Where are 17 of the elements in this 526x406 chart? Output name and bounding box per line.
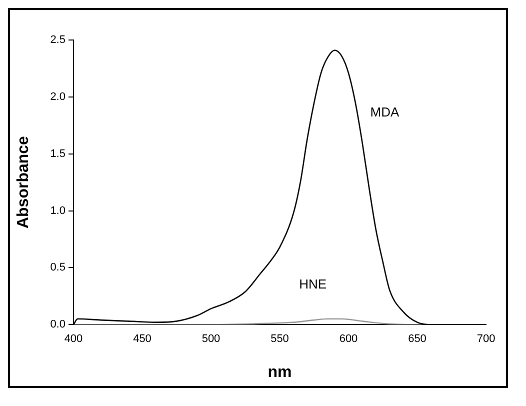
x-tick-label: 500 — [202, 333, 220, 346]
y-axis-title: Absorbance — [15, 136, 32, 229]
y-tick-label: 0.0 — [50, 318, 66, 331]
x-axis-title: nm — [268, 364, 292, 381]
x-tick-label: 550 — [270, 333, 289, 346]
x-tick-label: 600 — [339, 333, 358, 346]
x-tick-label: 700 — [476, 333, 496, 346]
y-tick-label: 1.0 — [50, 204, 66, 217]
y-tick-label: 2.0 — [50, 90, 66, 103]
y-tick-label: 1.5 — [50, 148, 66, 160]
y-tick-label: 2.5 — [50, 34, 66, 46]
x-tick-label: 650 — [408, 333, 426, 346]
x-tick-label: 450 — [133, 333, 152, 346]
x-tick-label: 400 — [64, 333, 83, 346]
series-label: MDA — [370, 104, 400, 120]
y-tick-label: 0.5 — [50, 262, 66, 274]
text: HNE — [299, 276, 327, 292]
